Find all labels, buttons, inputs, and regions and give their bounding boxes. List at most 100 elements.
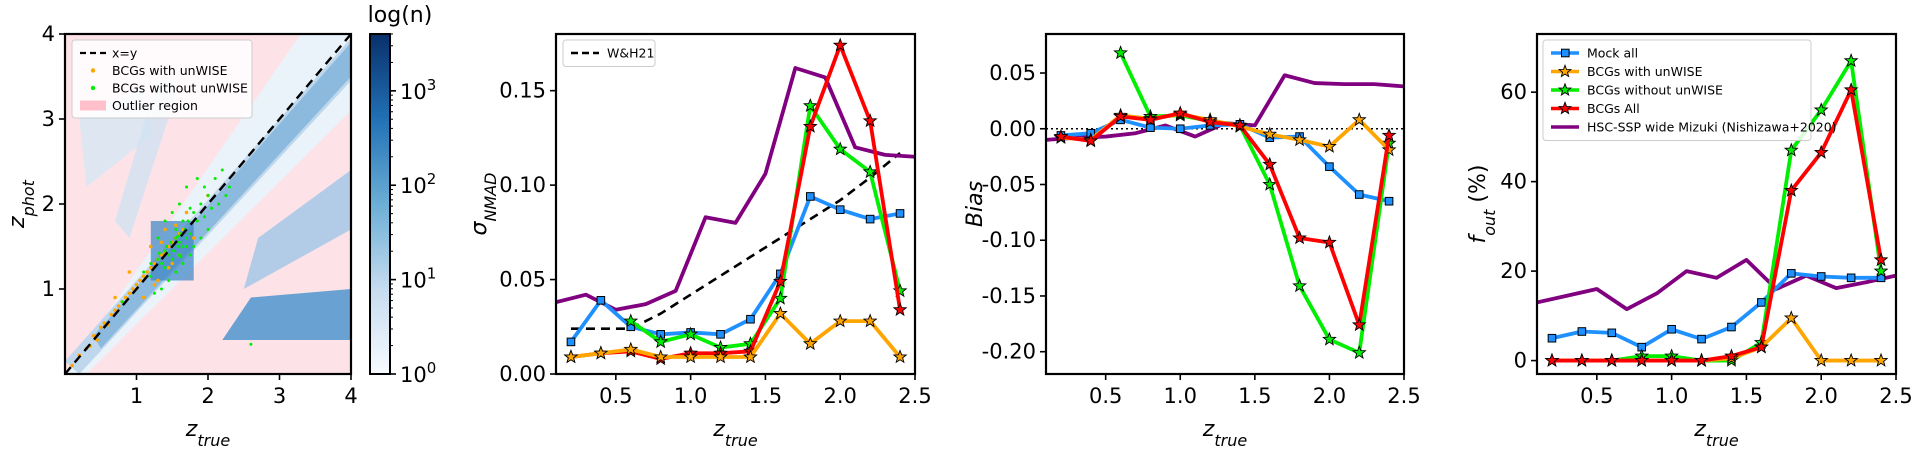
colorbar-tick-base-2: 10 <box>400 174 427 198</box>
without-unwise-point-13 <box>176 245 180 248</box>
outlier-fraction-marker-1-7 <box>1757 298 1766 307</box>
without-unwise-point-39 <box>167 279 171 282</box>
outlier-fraction-xtick-label-1: 1.0 <box>1655 384 1688 408</box>
sigma-nmad-marker-2-5 <box>716 330 725 339</box>
density-right-band <box>243 170 351 289</box>
without-unwise-point-38 <box>188 253 192 257</box>
without-unwise-point-23 <box>199 202 203 206</box>
sigma-nmad-marker-2-10 <box>865 214 875 224</box>
outlier-fraction-legend-label-2: BCGs without unWISE <box>1587 83 1723 98</box>
outlier-fraction-line-4 <box>1551 88 1883 363</box>
bias-marker-4-0 <box>1053 128 1069 143</box>
without-unwise-point-5 <box>160 262 164 265</box>
with-unwise-point-16 <box>134 282 139 287</box>
bias-xtick-label-4: 2.5 <box>1387 384 1420 408</box>
bias-ylabel: Bias <box>963 181 988 227</box>
sigma-nmad-xlabel: ztrue <box>712 417 758 450</box>
with-unwise-point-0 <box>70 363 74 368</box>
heatmap-xtick-label-2: 3 <box>273 384 286 408</box>
heatmap-xlabel-sub: true <box>197 431 230 450</box>
sigma-nmad-legend-box <box>562 39 656 67</box>
colorbar-tick-exp-2: 2 <box>427 170 437 188</box>
bias-marker-2-5 <box>1262 176 1278 191</box>
bias-marker-4-6 <box>1232 117 1248 132</box>
bias-xtick-label-2: 1.5 <box>1238 384 1271 408</box>
bias-panel: 0.5 1.0 1.5 2.0 2.5 -0.20 -0.15 -0.10 -0.05 0.00 0… <box>963 32 1421 450</box>
without-unwise-point-37 <box>181 262 185 265</box>
outlier-fraction-line-0 <box>1537 258 1896 312</box>
without-unwise-point-54 <box>202 185 206 189</box>
outlier-fraction-ylabel-sub: out <box>1480 209 1499 236</box>
without-unwise-point-14 <box>177 240 181 244</box>
outlier-fraction-marker-3-9 <box>1813 352 1829 367</box>
without-unwise-point-45 <box>170 257 174 261</box>
outlier-fraction-marker-2-8 <box>1843 53 1859 68</box>
heatmap-ytick-label-3: 4 <box>42 22 55 46</box>
bias-marker-4-8 <box>1292 230 1307 245</box>
bias-marker-4-11 <box>1381 127 1397 142</box>
outlier-fraction-xtick-label-0: 0.5 <box>1580 384 1613 408</box>
outlier-fraction-legend-label-3: BCGs All <box>1587 101 1640 116</box>
with-unwise-point-4 <box>91 333 96 338</box>
bias-background <box>1046 34 1404 374</box>
with-unwise-point-43 <box>159 240 164 245</box>
bias-marker-3-10 <box>1351 112 1367 127</box>
outlier-fraction-marker-4-7 <box>1753 339 1769 354</box>
sigma-nmad-marker-4-10 <box>862 113 878 128</box>
without-unwise-point-11 <box>172 249 176 253</box>
colorbar-tick-exp-3: 3 <box>427 76 437 94</box>
bias-ytick-label-5: 0.05 <box>989 61 1036 85</box>
heatmap-xtick-label-1: 2 <box>201 384 214 408</box>
outlier-fraction-ytick-label-1: 20 <box>1500 259 1527 283</box>
without-unwise-point-40 <box>160 287 164 291</box>
sigma-nmad-marker-2-9 <box>835 205 845 214</box>
without-unwise-point-12 <box>174 236 178 240</box>
bias-ytick-label-4: 0.00 <box>989 117 1036 141</box>
without-unwise-point-41 <box>152 291 156 295</box>
bias-xlabel-base: z <box>1202 417 1215 442</box>
outlier-fraction-marker-4-10 <box>1843 82 1859 97</box>
sigma-nmad-legend-label-0: W&H21 <box>607 46 654 61</box>
without-unwise-point-43 <box>199 236 203 240</box>
heatmap-legend-label-1: BCGs with unWISE <box>112 63 228 78</box>
sigma-nmad-marker-5-7 <box>772 305 788 320</box>
outlier-fraction-marker-1-0 <box>1547 333 1557 343</box>
without-unwise-point-20 <box>188 232 192 236</box>
without-unwise-point-53 <box>195 177 199 180</box>
heatmap-ylabel-base: z <box>5 216 30 229</box>
with-unwise-point-13 <box>123 295 128 300</box>
sigma-nmad-marker-5-8 <box>802 335 818 351</box>
outlier-fraction-legend-marker-2 <box>1557 82 1573 97</box>
sigma-nmad-ylabel-base: σ <box>467 221 492 236</box>
bias-marker-4-3 <box>1143 112 1158 127</box>
colorbar-tick-exp-1: 1 <box>427 265 437 283</box>
outlier-fraction-series-group <box>1537 53 1896 367</box>
outlier-fraction-marker-4-5 <box>1694 352 1709 367</box>
outlier-fraction-marker-4-11 <box>1873 252 1889 267</box>
colorbar-tick-base-3: 10 <box>400 80 427 104</box>
without-unwise-point-8 <box>167 253 171 257</box>
bias-xtick-label-1: 1.0 <box>1164 384 1197 408</box>
outlier-fraction-marker-4-3 <box>1634 352 1650 367</box>
outlier-fraction-marker-4-9 <box>1813 144 1829 159</box>
colorbar-tick-label-1: 101 <box>400 265 436 293</box>
without-unwise-point-24 <box>202 215 206 219</box>
sigma-nmad-marker-2-8 <box>805 192 815 201</box>
bias-marker-2-0 <box>1113 45 1128 60</box>
without-unwise-point-31 <box>170 211 174 214</box>
bias-ylabel-base: Bias <box>963 181 988 227</box>
with-unwise-point-17 <box>138 278 142 283</box>
outlier-fraction-line-1 <box>1551 271 1882 350</box>
bias-marker-1-4 <box>1175 124 1185 134</box>
outlier-fraction-ytick-label-2: 40 <box>1500 170 1527 194</box>
bias-marker-4-1 <box>1083 133 1099 148</box>
sigma-nmad-marker-5-9 <box>832 313 848 328</box>
bias-marker-4-9 <box>1322 234 1337 249</box>
heatmap-legend-point-2 <box>90 85 96 91</box>
outlier-fraction-marker-3-10 <box>1843 352 1859 367</box>
sigma-nmad-marker-5-0 <box>563 349 579 364</box>
outlier-fraction-marker-4-0 <box>1544 352 1560 367</box>
without-unwise-point-49 <box>174 228 178 231</box>
without-unwise-point-52 <box>227 185 231 189</box>
